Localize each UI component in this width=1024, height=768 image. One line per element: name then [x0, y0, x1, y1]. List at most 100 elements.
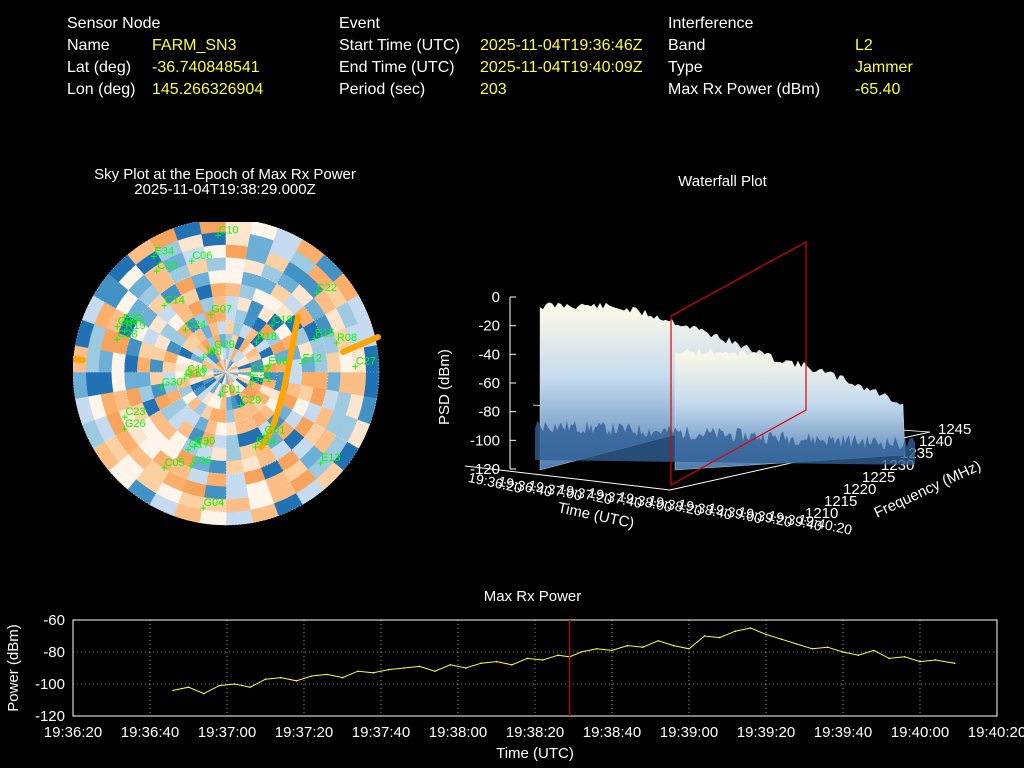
sky-cell — [136, 356, 151, 373]
satellite-marker: + — [210, 343, 217, 357]
max-power-plane — [670, 240, 807, 487]
sky-cell — [85, 371, 101, 397]
sky-cell — [73, 371, 89, 399]
freq-tick-label: 1215 — [824, 493, 857, 510]
satellite-marker: + — [185, 442, 192, 456]
power-point — [172, 689, 174, 692]
power-point — [765, 633, 767, 636]
sky-cell — [225, 484, 249, 500]
power-point — [557, 654, 559, 656]
x-tick-label: 19:37:20 — [275, 724, 333, 741]
interference-heading: Interference — [668, 15, 754, 32]
start-time-value: 2025-11-04T19:36:46Z — [480, 37, 643, 54]
power-point — [919, 660, 921, 663]
band-value: L2 — [855, 37, 873, 54]
satellite-marker: + — [313, 286, 320, 300]
power-point — [857, 654, 860, 656]
satellite-label: E15 — [315, 328, 335, 340]
power-point — [934, 659, 937, 661]
satellite-R08: +R08 — [333, 332, 357, 350]
satellite-label: C28 — [117, 329, 137, 341]
satellite-marker: + — [252, 440, 259, 454]
psd-axis-label: PSD (dBm) — [436, 349, 453, 425]
satellite-label: C09 — [118, 315, 138, 327]
satellite-E13: +E13 — [317, 452, 341, 470]
satellite-G17: +G17 — [185, 438, 210, 456]
power-point — [688, 648, 690, 650]
x-tick-label: 19:36:20 — [44, 724, 102, 741]
satellite-marker: + — [214, 229, 221, 243]
power-point — [734, 630, 736, 632]
satellite-marker: + — [150, 249, 157, 263]
satellite-C32: +C32 — [247, 364, 271, 382]
satellite-G01: +G01 — [261, 425, 286, 443]
satellite-label: C24 — [186, 319, 206, 331]
x-tick-label: 19:38:00 — [429, 724, 487, 741]
satellite-G13: +G13 — [181, 367, 206, 385]
satellite-R19: +R19 — [121, 320, 145, 338]
sky-cell — [326, 371, 342, 393]
sky-cell — [225, 282, 242, 297]
power-point — [341, 676, 344, 679]
lat-value: -36.740848541 — [152, 59, 260, 76]
sky-cell — [351, 371, 367, 397]
satellite-marker: + — [121, 324, 128, 338]
power-chart-title: Max Rx Power — [483, 588, 582, 605]
satellite-G26: +G26 — [121, 418, 146, 436]
x-tick-label: 19:40:00 — [891, 724, 949, 741]
satellite-marker: + — [114, 319, 121, 333]
satellite-marker: + — [200, 350, 207, 364]
x-tick-label: 19:39:20 — [737, 724, 795, 741]
satellite-marker: + — [207, 307, 214, 321]
satellite-label: G26 — [125, 418, 146, 430]
power-point — [903, 656, 906, 658]
satellite-marker: + — [158, 381, 165, 395]
freq-tick-label: 1245 — [938, 421, 971, 438]
satellite-label: C10 — [218, 225, 238, 237]
y-tick-label: -60 — [43, 612, 65, 629]
satellite-C10: +C10 — [214, 225, 238, 243]
sky-cell — [225, 509, 253, 526]
satellite-label: E22 — [123, 313, 143, 325]
power-point — [611, 649, 613, 652]
power-series-line — [172, 627, 955, 695]
satellite-marker: + — [247, 377, 254, 391]
satellite-label: E12 — [302, 353, 322, 365]
satellite-label: C20 — [157, 260, 177, 272]
lon-value: 145.266326904 — [152, 81, 264, 98]
z-tick-label: -20 — [478, 318, 500, 335]
satellite-marker: + — [261, 429, 268, 443]
z-tick-label: -80 — [478, 404, 500, 421]
power-point — [310, 675, 313, 677]
power-point — [203, 692, 205, 695]
power-point — [595, 648, 598, 650]
x-tick-label: 19:39:00 — [660, 724, 718, 741]
satellite-E22: +E22 — [119, 313, 143, 331]
satellite-E34: +E34 — [150, 245, 174, 263]
satellite-label: R08 — [337, 332, 357, 344]
freq-tick-label: 1220 — [843, 481, 876, 498]
satellite-marker: + — [121, 422, 128, 436]
z-tick-label: -60 — [478, 375, 500, 392]
satellite-marker: + — [311, 332, 318, 346]
sky-cell — [136, 371, 151, 388]
x-tick-label: 19:36:40 — [121, 724, 179, 741]
sky-cell — [313, 371, 329, 391]
satellite-label: C19 — [273, 314, 293, 326]
satellite-E12: +E12 — [298, 353, 322, 371]
power-point — [295, 680, 298, 682]
satellite-marker: + — [264, 360, 271, 374]
sky-cell — [225, 421, 238, 437]
power-point — [749, 627, 752, 629]
satellite-marker: + — [217, 388, 224, 402]
x-tick-label: 19:38:40 — [583, 724, 641, 741]
skyplot-title: Sky Plot at the Epoch of Max Rx Power — [94, 166, 356, 183]
satellite-marker: + — [161, 461, 168, 475]
sky-cell — [225, 222, 253, 235]
x-tick-label: 19:39:40 — [814, 724, 872, 741]
satellite-C36: +C36 — [187, 455, 211, 473]
satellite-marker: + — [182, 323, 189, 337]
satellite-label: C27 — [356, 356, 376, 368]
z-tick-label: -100 — [470, 432, 500, 449]
satellite-label: C22 — [317, 282, 337, 294]
